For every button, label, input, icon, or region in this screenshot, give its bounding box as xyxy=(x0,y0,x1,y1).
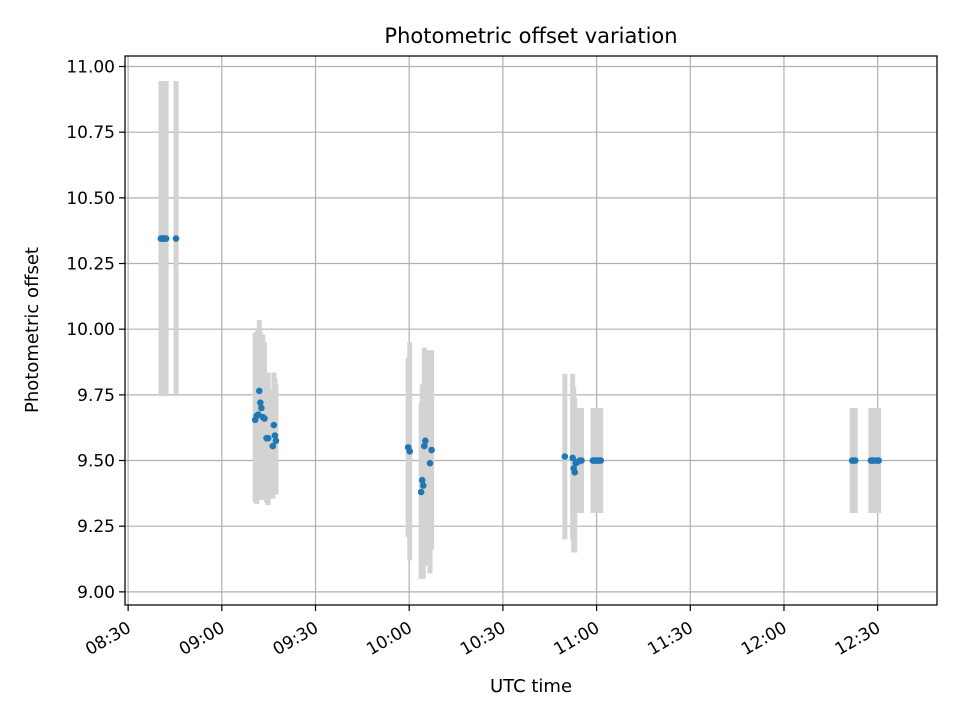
x-tick-label: 08:30 xyxy=(82,618,134,660)
data-point xyxy=(270,421,278,429)
y-tick-label: 10.25 xyxy=(66,255,115,275)
data-point xyxy=(257,399,264,407)
data-point xyxy=(255,387,263,395)
x-tick-label: 09:30 xyxy=(270,618,322,660)
data-points xyxy=(157,235,883,496)
data-point xyxy=(419,482,427,489)
data-point xyxy=(851,457,859,464)
data-point xyxy=(261,415,268,422)
data-point xyxy=(569,454,576,462)
data-point xyxy=(269,442,277,450)
data-point xyxy=(426,459,434,467)
x-tick-label: 12:00 xyxy=(738,618,790,660)
y-axis-ticks: 9.00 9.25 9.50 9.75 10.00 10.25 10.50 10.75 11.0… xyxy=(66,58,125,603)
y-tick-label: 9.00 xyxy=(77,583,115,603)
x-tick-label: 12:30 xyxy=(832,618,884,660)
grid-lines xyxy=(125,56,937,605)
data-point xyxy=(417,488,425,496)
x-axis-label: UTC time xyxy=(490,676,572,697)
y-tick-label: 10.00 xyxy=(66,320,115,340)
y-tick-label: 9.25 xyxy=(77,517,115,537)
x-tick-label: 10:00 xyxy=(363,618,415,660)
data-point xyxy=(561,453,569,460)
error-bars xyxy=(158,80,882,579)
y-tick-label: 9.50 xyxy=(77,452,115,472)
data-point xyxy=(428,446,435,454)
data-point xyxy=(271,432,279,439)
y-tick-label: 11.00 xyxy=(66,58,115,78)
x-axis-ticks: 08:30 09:00 09:30 10:00 10:30 11:00 11:30 12:00… xyxy=(82,605,884,660)
data-point xyxy=(578,457,585,464)
data-point xyxy=(264,434,272,442)
y-axis-label: Photometric offset xyxy=(22,247,43,413)
data-point xyxy=(422,437,429,445)
y-tick-label: 9.75 xyxy=(77,386,115,406)
x-tick-label: 11:30 xyxy=(644,618,696,660)
y-tick-label: 10.75 xyxy=(66,123,115,143)
data-point xyxy=(875,457,883,464)
x-tick-label: 09:00 xyxy=(176,618,228,660)
data-point xyxy=(406,448,414,455)
plot-frame xyxy=(124,55,938,606)
data-point xyxy=(418,476,426,484)
data-point xyxy=(272,437,280,445)
data-point xyxy=(420,442,428,450)
x-tick-label: 11:00 xyxy=(551,618,603,660)
data-point xyxy=(258,404,265,412)
data-point xyxy=(172,235,180,242)
data-point xyxy=(597,457,605,464)
y-tick-label: 10.50 xyxy=(66,189,115,209)
data-point xyxy=(162,235,170,242)
x-tick-label: 10:30 xyxy=(457,618,509,660)
chart-title: Photometric offset variation xyxy=(384,24,677,48)
data-point xyxy=(571,469,579,476)
